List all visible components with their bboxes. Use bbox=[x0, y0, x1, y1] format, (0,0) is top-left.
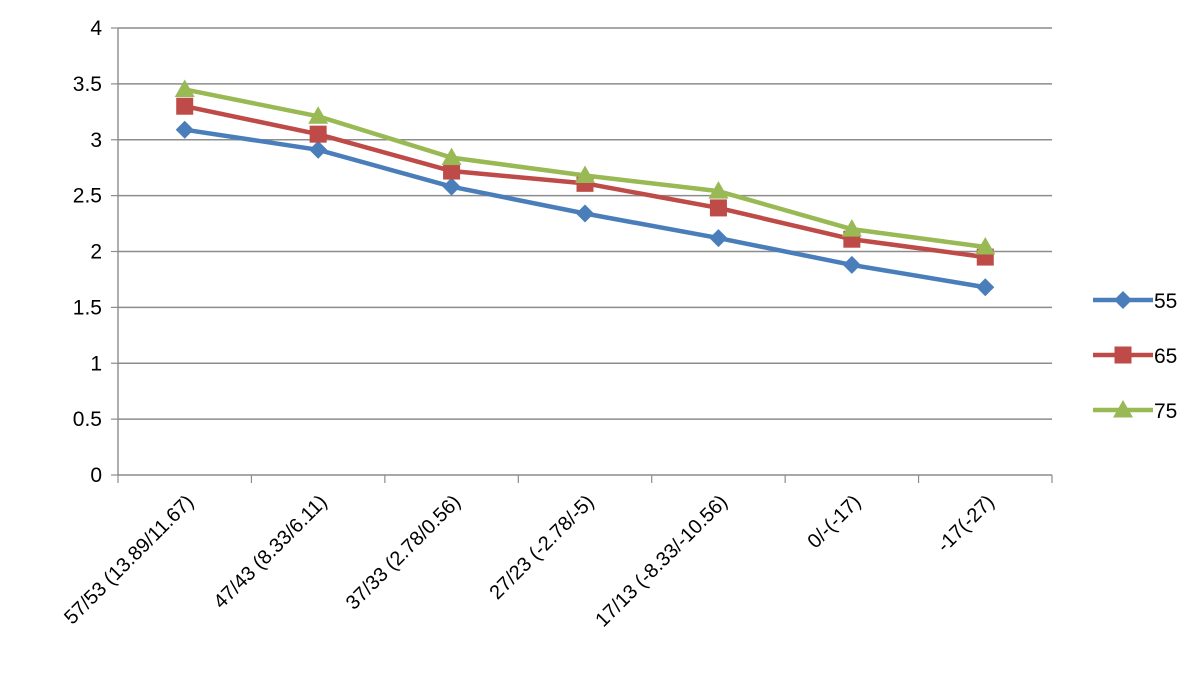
x-axis-tick-labels: 57/53 (13.89/11.67) 47/43 (8.33/6.11) 37/3… bbox=[60, 491, 999, 632]
data-point-55 bbox=[175, 120, 194, 139]
y-tick-label: 2.5 bbox=[73, 185, 102, 208]
y-tick-label: 3 bbox=[90, 129, 102, 152]
data-point-75 bbox=[308, 106, 329, 124]
legend-label: 75 bbox=[1154, 400, 1177, 423]
y-tick-label: 1.5 bbox=[73, 296, 102, 319]
gridlines bbox=[118, 27, 1052, 420]
y-tick-label: 0 bbox=[90, 464, 102, 487]
data-point-55 bbox=[842, 255, 861, 274]
legend-marker-75 bbox=[1113, 400, 1133, 418]
x-tick-label: 27/23 (-2.78/-5) bbox=[485, 491, 598, 604]
data-point-65 bbox=[443, 162, 461, 180]
data-point-65 bbox=[176, 97, 194, 115]
data-point-75 bbox=[841, 219, 862, 237]
data-point-75 bbox=[708, 181, 729, 199]
x-tick-label: 47/43 (8.33/6.11) bbox=[209, 491, 331, 613]
y-tick-label: 3.5 bbox=[73, 73, 102, 96]
data-point-55 bbox=[709, 229, 728, 248]
legend-marker-65 bbox=[1114, 346, 1132, 364]
x-tick-label: 37/33 (2.78/0.56) bbox=[342, 491, 465, 614]
y-tick-label: 2 bbox=[90, 241, 102, 264]
data-point-55 bbox=[309, 140, 328, 159]
legend-label: 65 bbox=[1154, 345, 1177, 368]
legend-marker-55 bbox=[1114, 291, 1132, 309]
x-tick-label: 0/-(-17) bbox=[803, 491, 865, 553]
y-axis-tick-labels: 0 0.5 1 1.5 2 2.5 3 3.5 4 bbox=[73, 17, 103, 487]
data-point-75 bbox=[975, 237, 996, 255]
y-tick-label: 4 bbox=[90, 17, 102, 40]
series bbox=[174, 79, 996, 297]
data-point-75 bbox=[575, 165, 595, 184]
data-point-55 bbox=[442, 177, 461, 196]
x-tick-label: 57/53 (13.89/11.67) bbox=[60, 491, 198, 629]
data-point-65 bbox=[309, 125, 327, 143]
x-tick-label: -17(-27) bbox=[933, 491, 999, 557]
legend-item-65: 65 bbox=[1093, 345, 1177, 368]
data-point-75 bbox=[174, 79, 195, 97]
y-tick-label: 0.5 bbox=[73, 408, 102, 431]
legend-label: 55 bbox=[1154, 290, 1177, 313]
legend: 55 65 75 bbox=[1093, 290, 1177, 423]
x-tick-label: 17/13 (-8.33/-10.56) bbox=[591, 491, 732, 632]
axes bbox=[111, 27, 1053, 483]
y-tick-label: 1 bbox=[90, 352, 102, 375]
data-point-75 bbox=[441, 147, 462, 166]
data-point-55 bbox=[976, 278, 995, 297]
legend-item-55: 55 bbox=[1093, 290, 1177, 313]
data-point-55 bbox=[576, 204, 594, 223]
legend-item-75: 75 bbox=[1093, 400, 1177, 423]
data-point-65 bbox=[709, 199, 727, 217]
